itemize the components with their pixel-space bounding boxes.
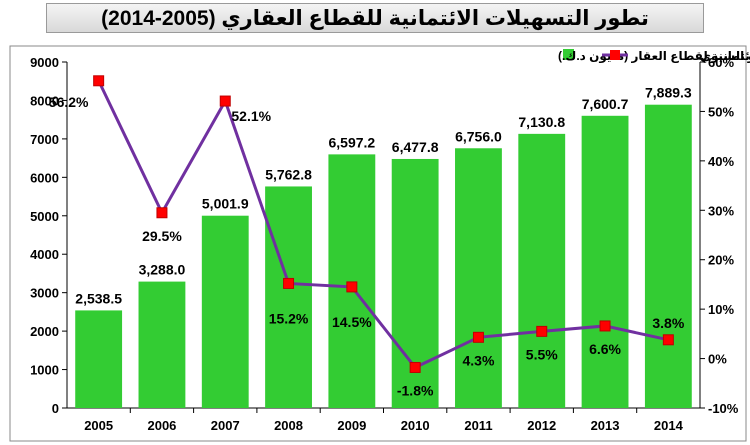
- labels-layer: 2,538.5 3,288.0 5,001.9 5,762.8 6,597.2 6,477…: [49, 85, 692, 399]
- line-data-label: 15.2%: [269, 310, 309, 326]
- bar-data-label: 5,762.8: [265, 166, 312, 182]
- bars-layer: [75, 104, 692, 408]
- growth-marker: [472, 331, 484, 343]
- bar: [138, 281, 186, 408]
- y-right-tick-label: 10%: [708, 302, 734, 317]
- y-right-tick-label: 40%: [708, 154, 734, 169]
- y-right-tick-label: 60%: [708, 55, 734, 70]
- bar: [75, 310, 123, 408]
- x-tick-label: 2006: [147, 418, 176, 433]
- x-tick-label: 2007: [211, 418, 240, 433]
- line-data-label: 52.1%: [231, 108, 271, 124]
- growth-line: [97, 80, 669, 370]
- y-right-tick-label: 0%: [708, 352, 727, 367]
- y-right-tick-label: 50%: [708, 104, 734, 119]
- legend-layer: محفظة التسهيلات الائتمانية لقطاع العقار …: [558, 49, 750, 64]
- y-left-tick-label: 7000: [30, 132, 59, 147]
- x-tick-label: 2014: [654, 418, 684, 433]
- bar-data-label: 6,477.8: [392, 139, 439, 155]
- y-left-tick-label: 9000: [30, 55, 59, 70]
- line-data-label: 29.5%: [142, 228, 182, 244]
- growth-marker: [219, 95, 231, 107]
- bar-data-label: 2,538.5: [75, 290, 122, 306]
- x-tick-label: 2013: [591, 418, 620, 433]
- y-left-tick-label: 8000: [30, 93, 59, 108]
- line-data-label: 6.6%: [589, 341, 621, 357]
- y-left-tick-label: 6000: [30, 170, 59, 185]
- bar: [265, 186, 312, 408]
- growth-marker: [156, 207, 168, 219]
- legend-bar-label: محفظة التسهيلات الائتمانية لقطاع العقار …: [558, 49, 750, 64]
- growth-marker: [283, 277, 295, 289]
- x-tick-label: 2005: [84, 418, 113, 433]
- bar: [581, 115, 629, 408]
- line-data-label: 5.5%: [526, 346, 558, 362]
- y-right-tick-label: 30%: [708, 203, 734, 218]
- growth-marker: [536, 325, 548, 337]
- bar-data-label: 3,288.0: [139, 262, 186, 278]
- y-right-tick-label: -10%: [708, 401, 739, 416]
- x-tick-label: 2011: [464, 418, 492, 433]
- line-data-label: 56.2%: [49, 94, 89, 110]
- y-right-tick-label: 20%: [708, 253, 734, 268]
- chart-title-box: تطور التسهيلات الائتمانية للقطاع العقاري…: [46, 3, 704, 33]
- x-tick-label: 2010: [401, 418, 430, 433]
- growth-marker: [662, 334, 674, 346]
- y-left-tick-label: 2000: [30, 324, 59, 339]
- y-left-tick-label: 3000: [30, 286, 59, 301]
- bar: [455, 148, 502, 408]
- growth-marker: [409, 361, 421, 373]
- x-tick-label: 2009: [337, 418, 366, 433]
- bar-data-label: 6,597.2: [328, 134, 375, 150]
- chart-border: [9, 45, 747, 442]
- y-left-tick-label: 1000: [30, 363, 59, 378]
- bar-data-label: 7,130.8: [518, 114, 565, 130]
- line-data-label: 3.8%: [652, 315, 684, 331]
- bar: [201, 215, 249, 408]
- x-tick-label: 2012: [527, 418, 556, 433]
- y-left-tick-label: 4000: [30, 247, 59, 262]
- bar-data-label: 7,889.3: [645, 85, 692, 101]
- y-left-tick-label: 0: [52, 401, 59, 416]
- bar: [328, 154, 376, 408]
- line-data-label: 4.3%: [462, 352, 494, 368]
- bar: [644, 104, 692, 408]
- bar-data-label: 5,001.9: [202, 196, 249, 212]
- bar: [518, 133, 566, 408]
- line-data-label: -1.8%: [397, 382, 434, 398]
- growth-marker: [93, 75, 105, 87]
- line-data-label: 14.5%: [332, 314, 372, 330]
- legend-line-marker: [610, 50, 620, 60]
- legend-line-label: نسبة النمو السنوي: [700, 49, 750, 64]
- bar-data-label: 7,600.7: [582, 96, 629, 112]
- y-left-tick-label: 5000: [30, 209, 59, 224]
- chart-title: تطور التسهيلات الائتمانية للقطاع العقاري…: [101, 6, 649, 30]
- growth-marker: [599, 320, 611, 332]
- bar-data-label: 6,756.0: [455, 128, 502, 144]
- line-layer: [93, 75, 674, 373]
- x-tick-label: 2008: [274, 418, 303, 433]
- legend-bar-swatch: [563, 49, 574, 60]
- growth-marker: [346, 281, 358, 293]
